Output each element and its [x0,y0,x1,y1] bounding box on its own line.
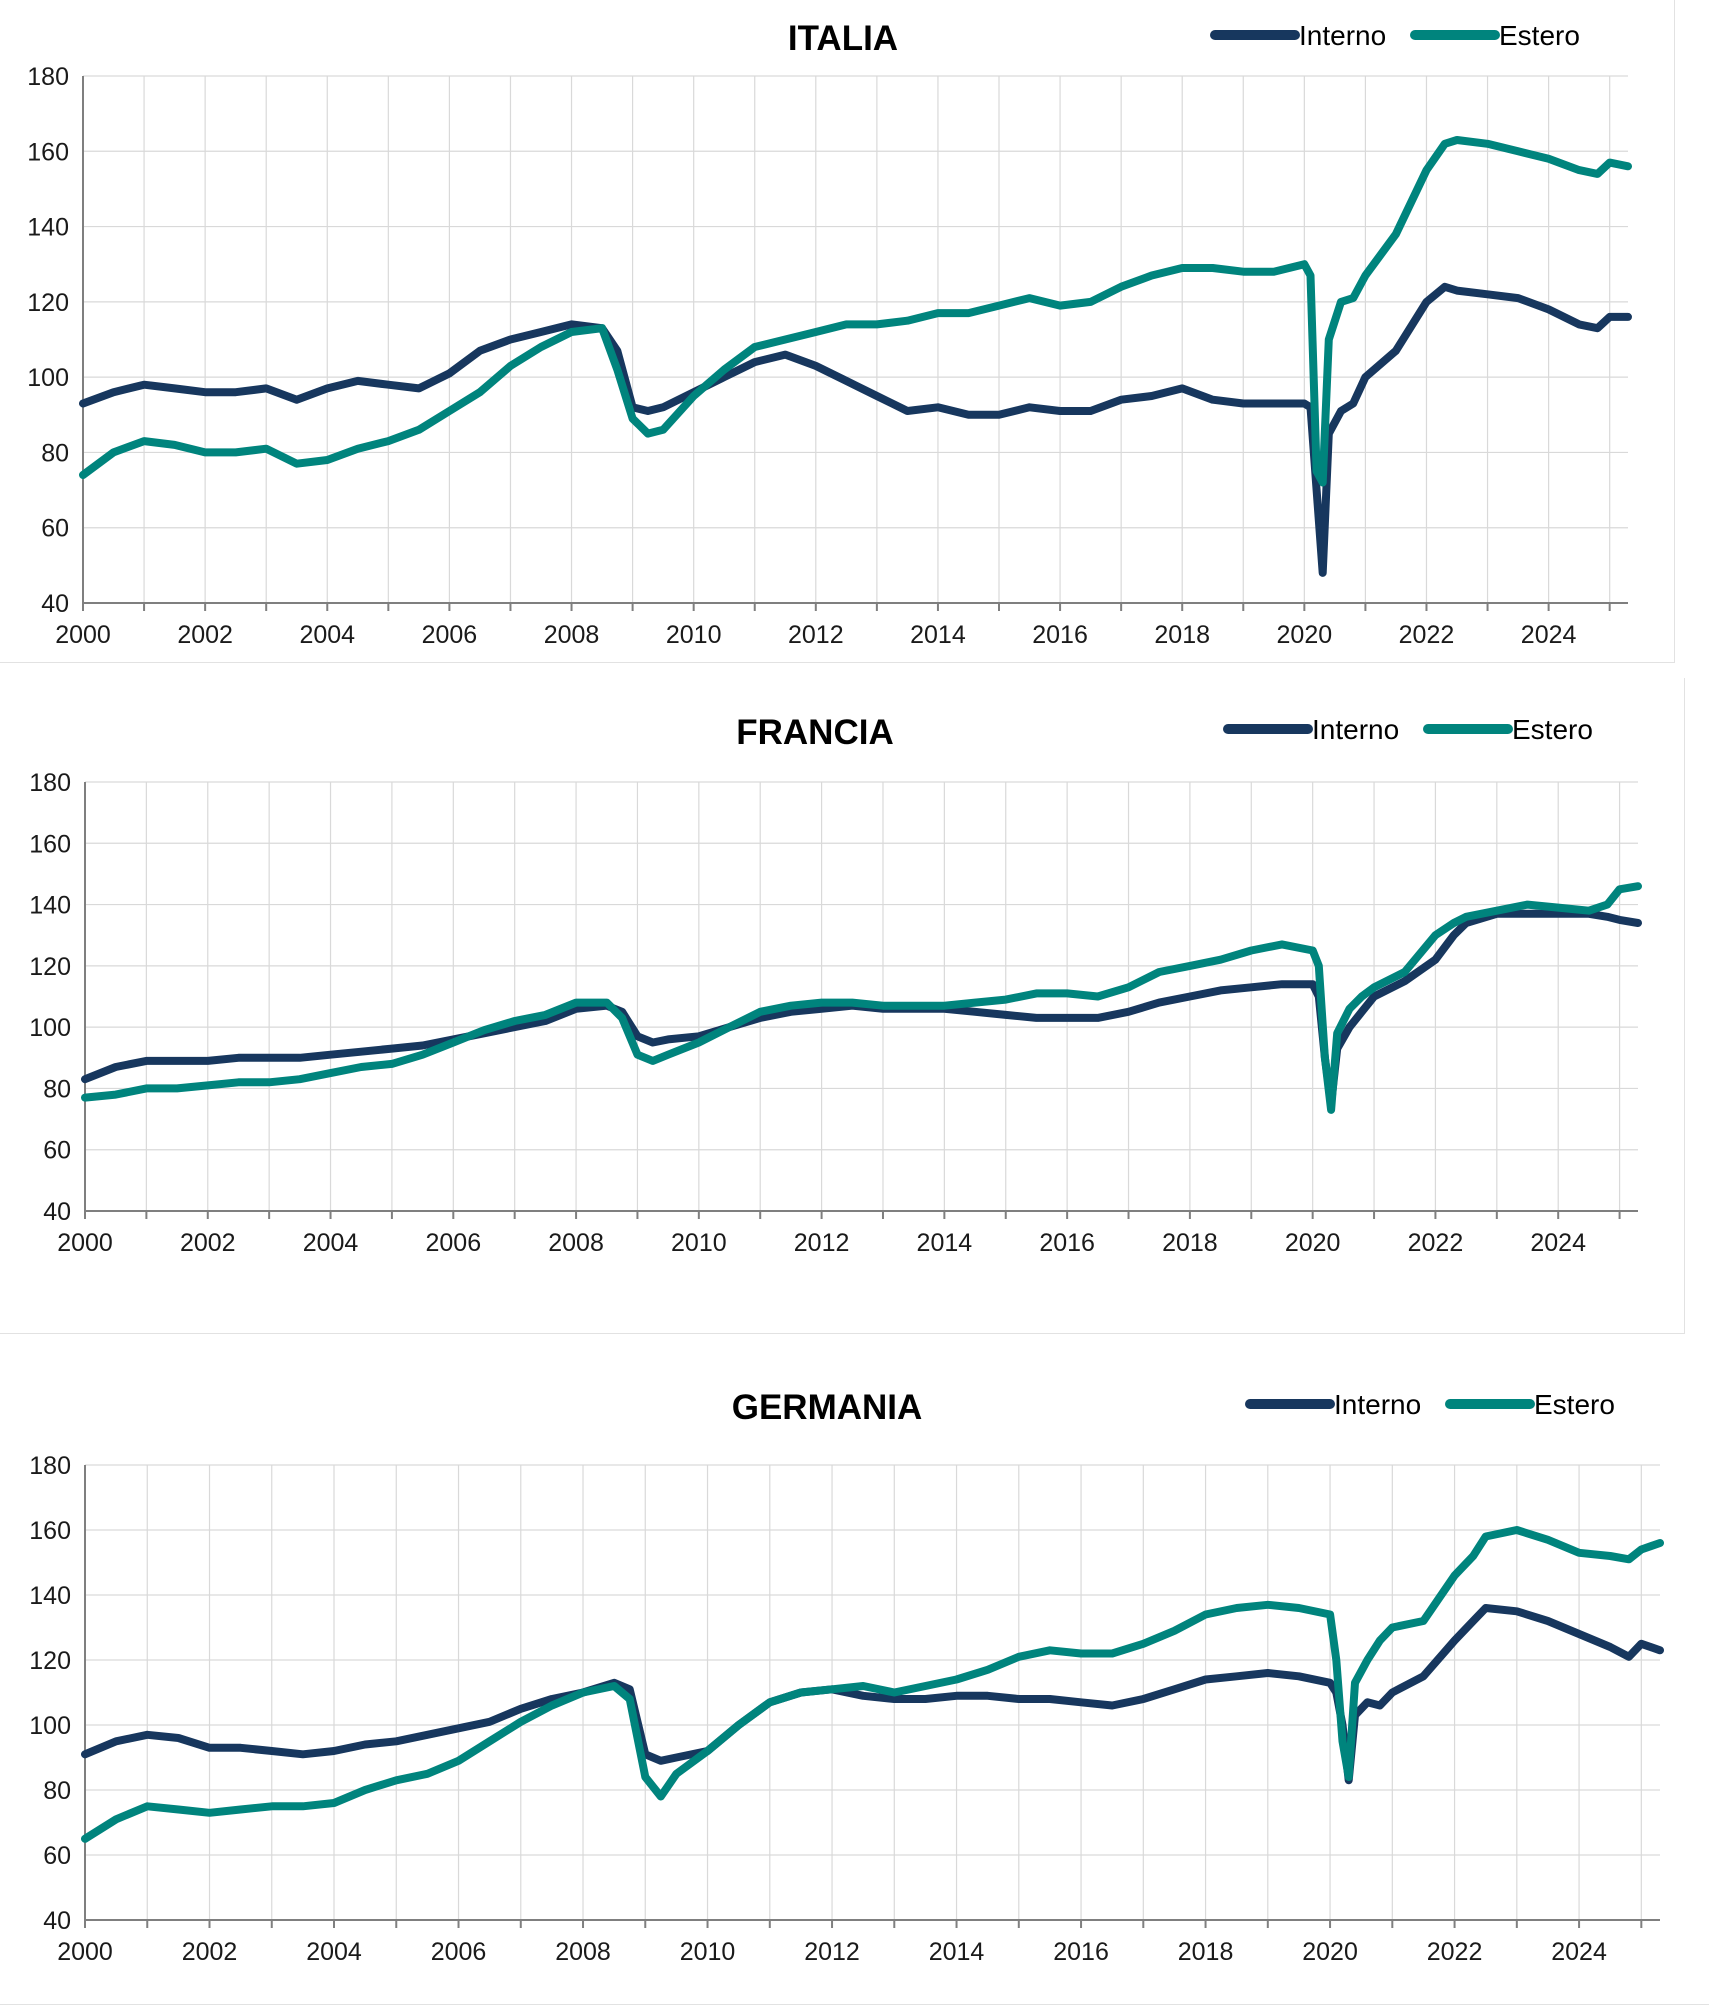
x-tick-label: 2012 [794,1229,850,1257]
y-tick-label: 140 [29,1582,71,1610]
legend-label-interno: Interno [1299,20,1386,51]
y-tick-label: 140 [27,214,69,242]
chart-panel-germania: 180 160 140 120 100 80 60 40 2000 2002 2004 2006 200… [0,1350,1709,2005]
x-tick-label: 2006 [431,1938,487,1966]
y-tick-label: 100 [29,1014,71,1042]
line-chart-francia: 180 160 140 120 100 80 60 40 2000 2002 2004 2006 200… [29,713,1642,1257]
legend-label-estero: Estero [1534,1389,1615,1420]
y-tick-label: 60 [43,1842,71,1870]
x-tick-label: 2000 [57,1229,113,1257]
x-tick-label: 2010 [666,621,722,649]
y-tick-label: 60 [41,515,69,543]
y-tick-label: 60 [43,1137,71,1165]
y-tick-label: 80 [43,1075,71,1103]
legend-label-interno: Interno [1334,1389,1421,1420]
y-tick-label: 160 [27,138,69,166]
y-tick-label: 180 [29,1452,71,1480]
legend-label-estero: Estero [1512,714,1593,745]
y-tick-label: 140 [29,892,71,920]
x-tick-label: 2014 [910,621,966,649]
x-tick-label: 2016 [1032,621,1088,649]
y-tick-label: 40 [41,590,69,618]
series-line-interno [79,282,1632,577]
x-tick-label: 2002 [180,1229,236,1257]
y-tick-label: 160 [29,1517,71,1545]
y-tick-label: 120 [27,289,69,317]
x-tick-label: 2002 [182,1938,238,1966]
y-tick-label: 180 [27,63,69,91]
y-tick-label: 120 [29,1647,71,1675]
chart-panel-italia: 180 160 140 120 100 80 60 40 2000 2002 2004 2006 200… [0,0,1675,663]
y-tick-label: 180 [29,769,71,797]
series-line-estero [79,136,1632,487]
y-tick-label: 160 [29,830,71,858]
x-tick-label: 2018 [1154,621,1210,649]
y-tick-label: 100 [29,1712,71,1740]
x-tick-label: 2020 [1285,1229,1341,1257]
legend-label-estero: Estero [1499,20,1580,51]
x-tick-label: 2008 [555,1938,611,1966]
series-line-interno [81,1604,1664,1785]
x-tick-label: 2016 [1053,1938,1109,1966]
x-tick-label: 2024 [1521,621,1577,649]
x-tick-label: 2022 [1408,1229,1464,1257]
legend-label-interno: Interno [1312,714,1399,745]
x-tick-label: 2024 [1551,1938,1607,1966]
x-tick-label: 2020 [1277,621,1333,649]
x-tick-label: 2022 [1427,1938,1483,1966]
x-tick-label: 2024 [1530,1229,1586,1257]
x-tick-label: 2000 [55,621,111,649]
x-tick-label: 2008 [544,621,600,649]
x-tick-label: 2010 [680,1938,736,1966]
line-chart-italia: 180 160 140 120 100 80 60 40 2000 2002 2004 2006 200… [27,19,1632,649]
x-tick-label: 2000 [57,1938,113,1966]
x-tick-label: 2014 [929,1938,985,1966]
x-tick-label: 2012 [788,621,844,649]
series-line-estero [81,1526,1664,1843]
x-tick-label: 2008 [548,1229,604,1257]
x-tick-label: 2004 [303,1229,359,1257]
chart-title: GERMANIA [732,1388,923,1427]
x-tick-label: 2020 [1302,1938,1358,1966]
x-tick-label: 2018 [1162,1229,1218,1257]
x-tick-label: 2004 [306,1938,362,1966]
x-tick-label: 2016 [1039,1229,1095,1257]
series-line-estero [81,882,1642,1114]
y-tick-label: 120 [29,953,71,981]
x-tick-label: 2014 [917,1229,973,1257]
x-tick-label: 2022 [1399,621,1455,649]
chart-title: FRANCIA [736,713,893,752]
x-tick-label: 2002 [177,621,233,649]
line-chart-germania: 180 160 140 120 100 80 60 40 2000 2002 2004 2006 200… [29,1388,1664,1966]
x-tick-label: 2018 [1178,1938,1234,1966]
x-tick-label: 2012 [804,1938,860,1966]
x-tick-label: 2006 [422,621,478,649]
x-tick-label: 2010 [671,1229,727,1257]
x-tick-label: 2004 [299,621,355,649]
y-tick-label: 40 [43,1907,71,1935]
y-tick-label: 80 [41,439,69,467]
y-tick-label: 40 [43,1198,71,1226]
y-tick-label: 80 [43,1777,71,1805]
chart-panel-francia: 180 160 140 120 100 80 60 40 2000 2002 2004 2006 200… [0,678,1685,1334]
y-tick-label: 100 [27,364,69,392]
chart-title: ITALIA [788,19,898,58]
x-tick-label: 2006 [425,1229,481,1257]
